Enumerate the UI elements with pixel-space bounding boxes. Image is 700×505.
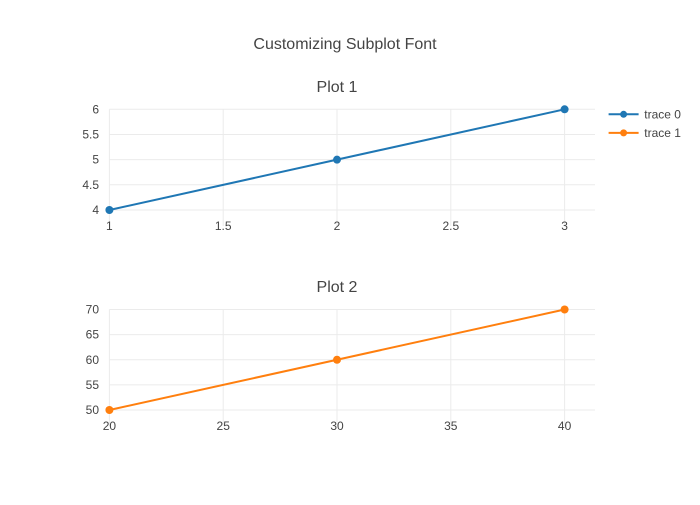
- svg-text:5.5: 5.5: [82, 128, 99, 142]
- svg-text:40: 40: [558, 419, 572, 433]
- svg-text:35: 35: [444, 419, 458, 433]
- svg-text:4.5: 4.5: [82, 178, 99, 192]
- svg-text:6: 6: [92, 102, 99, 116]
- svg-text:20: 20: [103, 419, 117, 433]
- svg-text:25: 25: [217, 419, 231, 433]
- svg-text:Customizing Subplot Font: Customizing Subplot Font: [253, 36, 437, 53]
- svg-text:Plot 2: Plot 2: [317, 279, 358, 296]
- svg-text:Plot 1: Plot 1: [317, 79, 358, 96]
- svg-text:3: 3: [561, 219, 568, 233]
- svg-text:5: 5: [92, 153, 99, 167]
- svg-text:70: 70: [86, 303, 100, 317]
- svg-text:50: 50: [86, 403, 100, 417]
- svg-text:1.5: 1.5: [215, 219, 232, 233]
- svg-text:2: 2: [334, 219, 341, 233]
- svg-text:65: 65: [86, 328, 100, 342]
- svg-text:trace 1: trace 1: [644, 126, 681, 140]
- svg-text:60: 60: [86, 353, 100, 367]
- svg-text:55: 55: [86, 378, 100, 392]
- svg-text:1: 1: [106, 219, 113, 233]
- svg-text:30: 30: [330, 419, 344, 433]
- svg-text:4: 4: [92, 203, 99, 217]
- svg-text:trace 0: trace 0: [644, 107, 681, 121]
- svg-text:2.5: 2.5: [442, 219, 459, 233]
